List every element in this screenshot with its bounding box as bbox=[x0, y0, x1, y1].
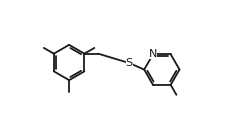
Text: S: S bbox=[126, 58, 133, 68]
Text: N: N bbox=[149, 49, 157, 59]
